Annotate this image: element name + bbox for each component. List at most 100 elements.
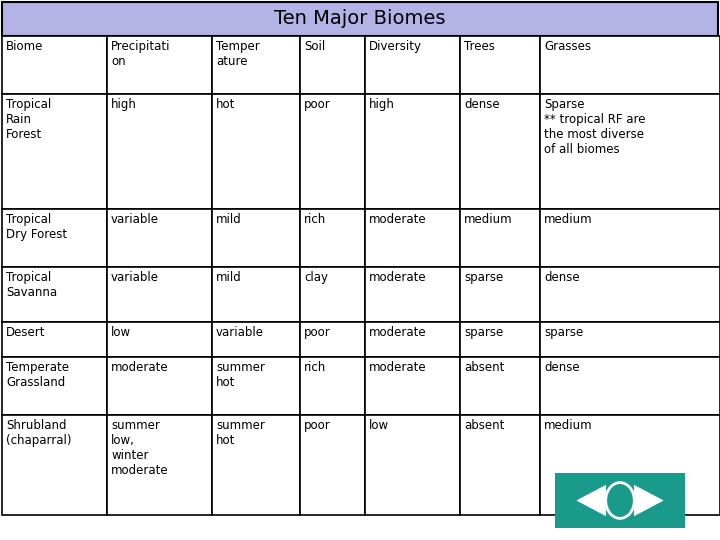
Text: Precipitati
on: Precipitati on <box>111 40 171 68</box>
Bar <box>460 322 540 357</box>
Bar <box>2 94 107 209</box>
Bar <box>212 94 300 209</box>
Text: Tropical
Dry Forest: Tropical Dry Forest <box>6 213 67 241</box>
Bar <box>540 94 720 209</box>
Text: summer
hot: summer hot <box>216 361 265 389</box>
Text: medium: medium <box>464 213 513 226</box>
Bar <box>555 473 685 528</box>
Text: clay: clay <box>304 271 328 284</box>
Text: moderate: moderate <box>369 361 427 374</box>
Bar <box>365 415 460 515</box>
Bar <box>365 267 460 322</box>
Bar <box>365 357 460 415</box>
Bar <box>2 2 718 36</box>
Bar <box>300 357 365 415</box>
Bar <box>365 36 460 94</box>
Bar <box>107 357 212 415</box>
Text: medium: medium <box>544 213 593 226</box>
Text: Desert: Desert <box>6 326 45 339</box>
Bar <box>300 36 365 94</box>
Text: low: low <box>111 326 131 339</box>
Text: absent: absent <box>464 419 505 432</box>
Bar <box>2 267 107 322</box>
Text: dense: dense <box>544 271 580 284</box>
Bar <box>212 415 300 515</box>
Bar <box>300 209 365 267</box>
Text: hot: hot <box>216 98 235 111</box>
Text: summer
low,
winter
moderate: summer low, winter moderate <box>111 419 168 477</box>
Text: high: high <box>369 98 395 111</box>
Text: Sparse
** tropical RF are
the most diverse
of all biomes: Sparse ** tropical RF are the most diver… <box>544 98 646 156</box>
Bar <box>2 357 107 415</box>
Text: dense: dense <box>544 361 580 374</box>
Text: low: low <box>369 419 389 432</box>
Text: variable: variable <box>216 326 264 339</box>
Text: Diversity: Diversity <box>369 40 422 53</box>
Text: Soil: Soil <box>304 40 325 53</box>
Bar <box>212 209 300 267</box>
Text: moderate: moderate <box>369 271 427 284</box>
Text: dense: dense <box>464 98 500 111</box>
Text: Shrubland
(chaparral): Shrubland (chaparral) <box>6 419 71 447</box>
Bar <box>540 357 720 415</box>
Text: poor: poor <box>304 419 330 432</box>
Bar <box>365 94 460 209</box>
Bar <box>2 415 107 515</box>
Text: mild: mild <box>216 271 242 284</box>
Bar <box>107 209 212 267</box>
Text: poor: poor <box>304 98 330 111</box>
Bar <box>460 94 540 209</box>
Bar <box>540 209 720 267</box>
Text: Biome: Biome <box>6 40 43 53</box>
Bar <box>2 36 107 94</box>
Bar <box>300 267 365 322</box>
Bar <box>212 267 300 322</box>
Text: sparse: sparse <box>464 271 503 284</box>
Bar <box>300 415 365 515</box>
Bar <box>212 322 300 357</box>
Text: Temperate
Grassland: Temperate Grassland <box>6 361 69 389</box>
Text: mild: mild <box>216 213 242 226</box>
Text: moderate: moderate <box>111 361 168 374</box>
Bar <box>460 267 540 322</box>
Text: Temper
ature: Temper ature <box>216 40 260 68</box>
Text: absent: absent <box>464 361 505 374</box>
Bar <box>107 36 212 94</box>
Polygon shape <box>634 485 663 516</box>
Bar <box>107 415 212 515</box>
Polygon shape <box>577 485 606 516</box>
Bar <box>365 322 460 357</box>
Text: Trees: Trees <box>464 40 495 53</box>
Bar <box>212 36 300 94</box>
Bar <box>460 36 540 94</box>
Bar <box>2 209 107 267</box>
Ellipse shape <box>606 483 634 518</box>
Bar <box>300 94 365 209</box>
Text: high: high <box>111 98 137 111</box>
Text: variable: variable <box>111 271 159 284</box>
Text: Grasses: Grasses <box>544 40 591 53</box>
Text: medium: medium <box>544 419 593 432</box>
Bar <box>540 36 720 94</box>
Bar <box>2 322 107 357</box>
Bar <box>365 209 460 267</box>
Bar <box>300 322 365 357</box>
Bar <box>212 357 300 415</box>
Bar <box>540 322 720 357</box>
Bar <box>540 267 720 322</box>
Bar <box>107 322 212 357</box>
Text: Ten Major Biomes: Ten Major Biomes <box>274 10 446 29</box>
Bar <box>107 267 212 322</box>
Text: Tropical
Savanna: Tropical Savanna <box>6 271 57 299</box>
Bar <box>460 415 540 515</box>
Bar <box>460 357 540 415</box>
Text: variable: variable <box>111 213 159 226</box>
Bar <box>540 415 720 515</box>
Bar <box>460 209 540 267</box>
Text: sparse: sparse <box>464 326 503 339</box>
Text: sparse: sparse <box>544 326 583 339</box>
Text: rich: rich <box>304 361 326 374</box>
Text: moderate: moderate <box>369 326 427 339</box>
Text: moderate: moderate <box>369 213 427 226</box>
Bar <box>107 94 212 209</box>
